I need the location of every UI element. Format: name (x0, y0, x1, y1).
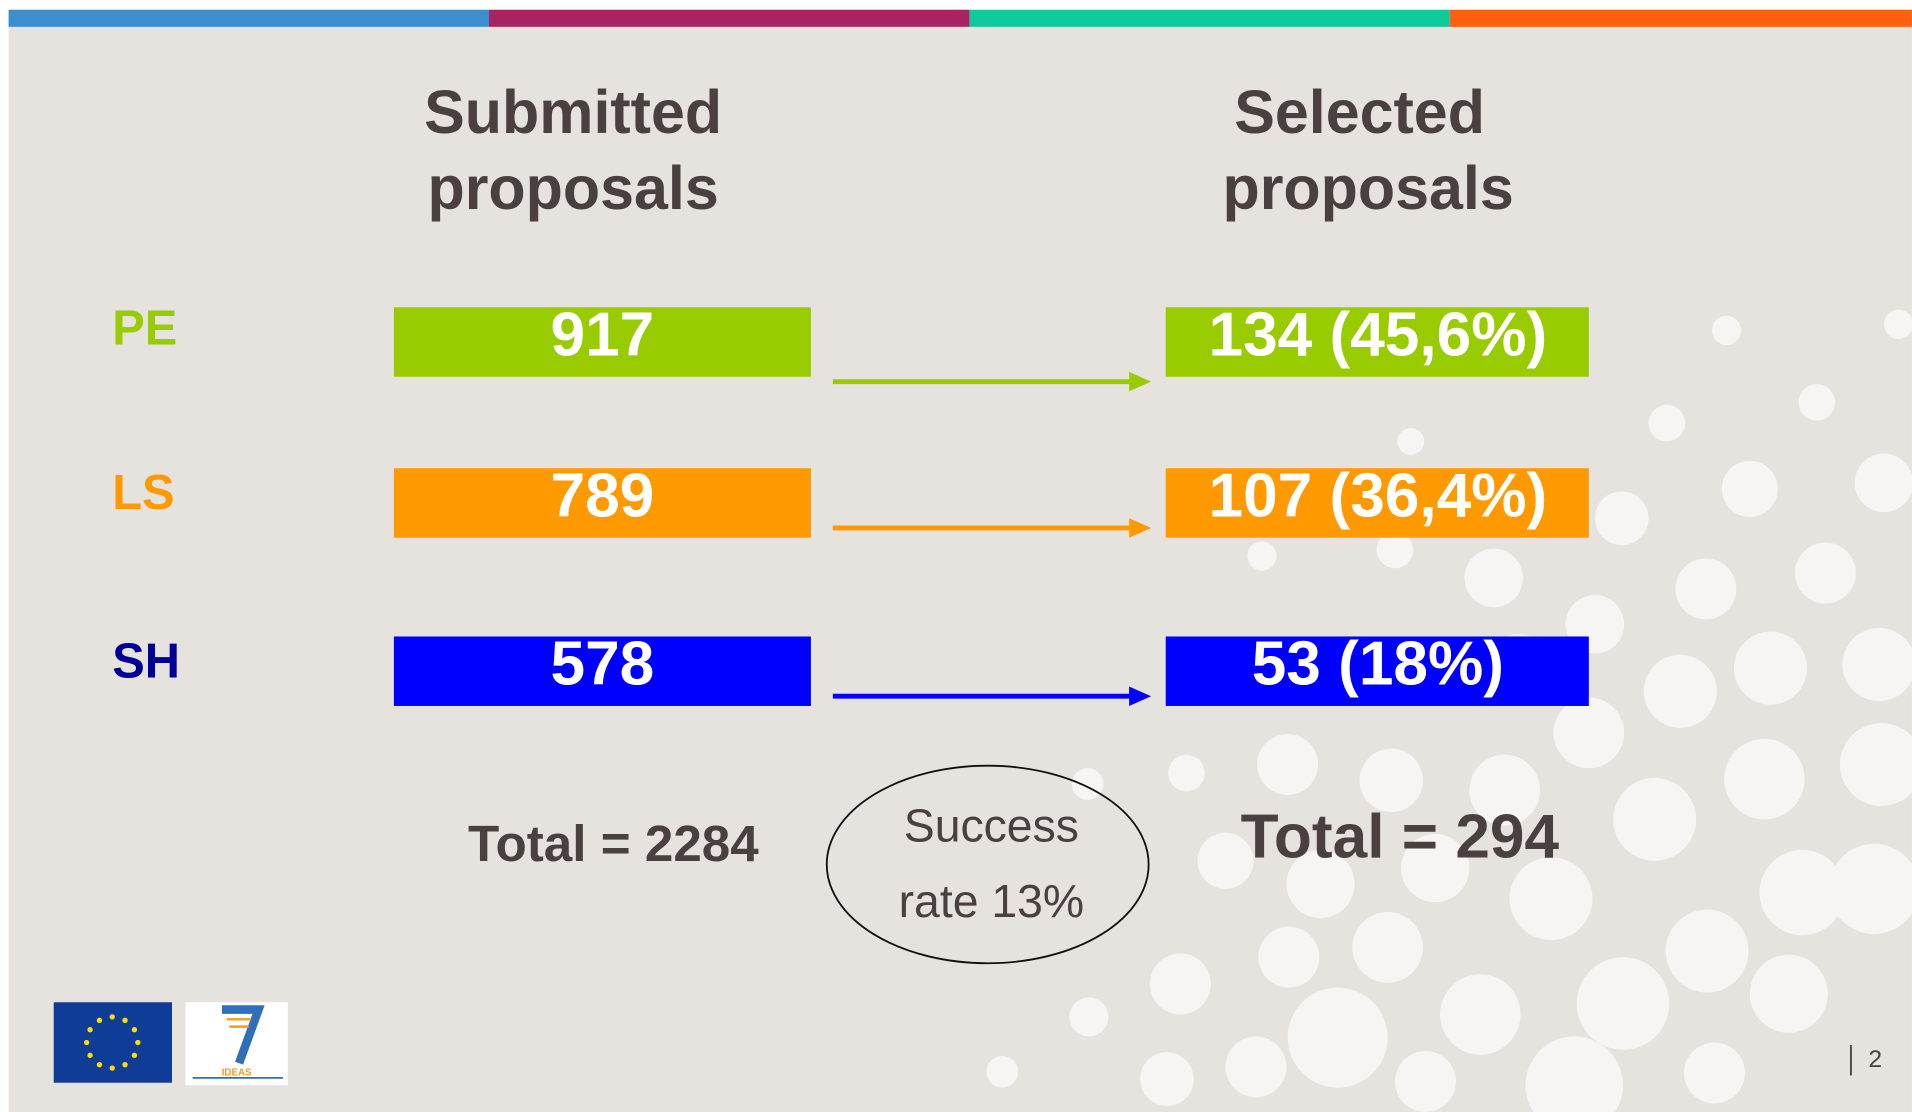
dot (1257, 734, 1318, 795)
dot (1724, 739, 1804, 819)
dot (1397, 428, 1424, 455)
selected-value: 134 (45,6%) (1209, 300, 1548, 369)
selected-value: 107 (36,4%) (1209, 461, 1548, 530)
submitted-value: 578 (551, 630, 655, 699)
star (132, 1027, 137, 1032)
eu-logo (54, 1002, 172, 1082)
dot (1722, 461, 1778, 517)
dot (1288, 988, 1388, 1088)
slide-background (9, 10, 1912, 1112)
dot (1069, 997, 1108, 1036)
dot (1595, 491, 1649, 545)
submitted-value: 917 (551, 300, 655, 369)
star (122, 1018, 127, 1023)
fp7-logo: IDEAS (185, 1002, 287, 1085)
dot (1225, 1036, 1286, 1097)
success-rate: rate 13% (899, 875, 1084, 927)
dot (1712, 316, 1741, 345)
dot (1666, 910, 1749, 993)
dot (1247, 541, 1276, 570)
slide: Submitted proposals Selected proposals P… (0, 0, 1912, 1112)
dot (1395, 1051, 1456, 1112)
row-label: LS (112, 466, 174, 520)
dot (1799, 384, 1836, 421)
total-submitted: Total = 2284 (468, 815, 759, 872)
dot (1884, 310, 1912, 339)
selected-value: 53 (18%) (1252, 630, 1504, 699)
stripe (9, 10, 489, 27)
total-selected: Total = 294 (1241, 803, 1560, 872)
star (97, 1062, 102, 1067)
dot (1750, 955, 1828, 1033)
dot (1440, 974, 1520, 1054)
success-rate: Success (904, 799, 1079, 851)
submitted-value: 789 (551, 461, 655, 530)
dot (1553, 697, 1624, 768)
star (135, 1040, 140, 1045)
dot (1464, 549, 1523, 608)
fp7-label: IDEAS (222, 1068, 252, 1079)
star (87, 1027, 92, 1032)
dot (1649, 405, 1686, 442)
dot (1760, 850, 1845, 935)
star (110, 1065, 115, 1070)
star (97, 1018, 102, 1023)
dot (1140, 1052, 1194, 1106)
dot (1795, 543, 1856, 604)
star (122, 1062, 127, 1067)
row-label: SH (112, 634, 180, 688)
dot (1352, 912, 1423, 983)
page-number: 2 (1869, 1046, 1883, 1073)
column-header: proposals (1222, 154, 1513, 222)
dot (1258, 927, 1319, 988)
stripe (1450, 10, 1912, 27)
column-header: proposals (427, 154, 718, 222)
dot (1168, 755, 1205, 792)
dot (1613, 778, 1696, 861)
column-header: Submitted (424, 78, 722, 146)
star (132, 1053, 137, 1058)
dot (1072, 768, 1104, 800)
dot (1684, 1043, 1745, 1104)
dot (1150, 953, 1211, 1014)
dot (1644, 655, 1717, 728)
dot (986, 1056, 1018, 1088)
dot (1675, 558, 1736, 619)
dot (1577, 957, 1670, 1050)
star (110, 1014, 115, 1019)
column-header: Selected (1234, 78, 1485, 146)
dot (1734, 632, 1807, 705)
star (84, 1040, 89, 1045)
stripe (489, 10, 969, 27)
stripe (969, 10, 1449, 27)
star (87, 1053, 92, 1058)
row-label: PE (112, 302, 177, 356)
dot (1855, 454, 1912, 513)
